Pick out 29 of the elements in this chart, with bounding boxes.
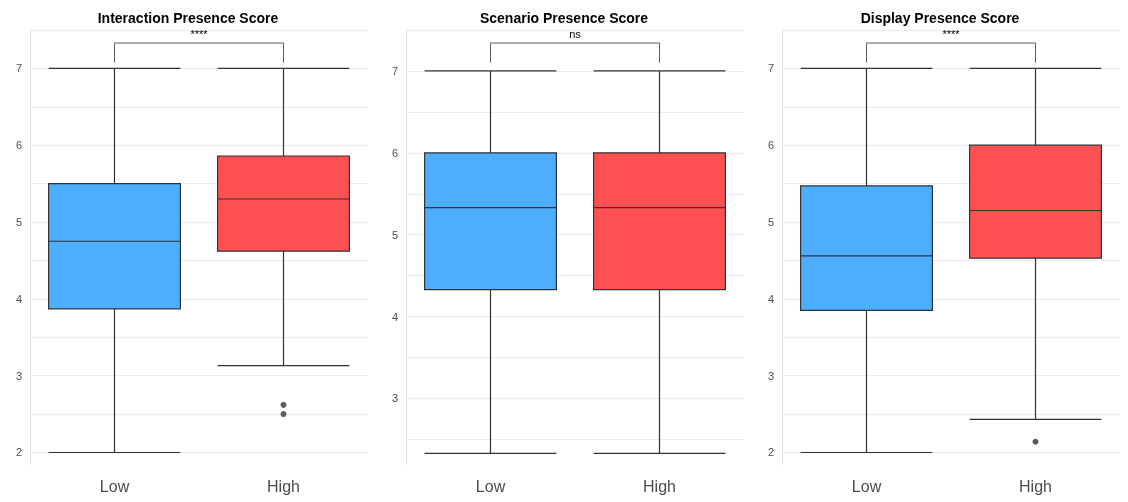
y-tick-label: 5 [391,228,398,241]
chart-title: Scenario Presence Score [479,10,649,26]
y-tick-label: 7 [767,62,774,75]
y-tick-label: 2 [767,446,774,459]
annotation: ns [569,27,582,40]
y-tick-label: 4 [767,292,774,305]
chart-title: Interaction Presence Score [97,10,279,26]
chart-title: Display Presence Score [860,10,1020,26]
y-tick-label: 3 [15,369,22,382]
x-tick-label: Low [475,477,506,495]
x-tick-label: Low [851,477,882,495]
x-tick-label: High [267,477,300,495]
y-tick-label: 4 [15,292,22,305]
y-tick-label: 6 [391,146,398,159]
annotation: **** [942,27,961,40]
x-tick-label: High [1019,477,1052,495]
y-tick-label: 7 [15,62,22,75]
y-tick-label: 4 [391,310,398,323]
y-tick-label: 7 [391,64,398,77]
x-tick-label: High [643,477,676,495]
y-tick-label: 6 [767,139,774,152]
x-tick-label: Low [99,477,130,495]
y-tick-label: 5 [767,216,774,229]
y-tick-label: 3 [767,369,774,382]
y-tick-label: 3 [391,392,398,405]
y-tick-label: 5 [15,216,22,229]
annotation: **** [190,27,209,40]
y-tick-label: 6 [15,139,22,152]
y-tick-label: 2 [15,446,22,459]
